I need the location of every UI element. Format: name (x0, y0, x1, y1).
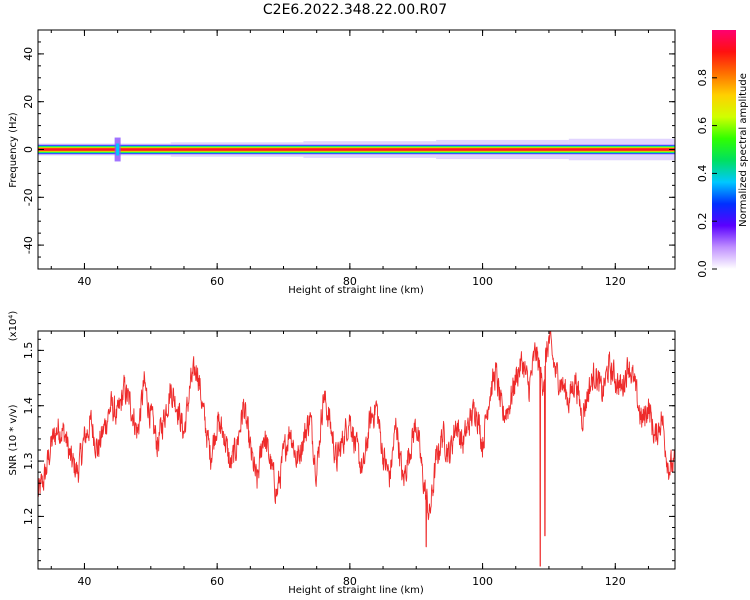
colorbar-tick-label: 0.0 (696, 260, 709, 278)
colorbar-label: Normalized spectral amplitude (738, 73, 749, 227)
colorbar-tick-label: 0.2 (696, 212, 709, 230)
chart-title: C2E6.2022.348.22.00.R07 (263, 2, 447, 18)
y-tick-label: 1.5 (22, 342, 35, 360)
spectrogram-heatmap (38, 137, 675, 162)
colorbar-ticks: 0.0 0.2 0.4 0.6 0.8 (696, 69, 717, 278)
colorbar-tick-label: 0.4 (696, 165, 709, 183)
snr-panel: 40 60 80 100 120 1.2 1.3 1.4 1.5 Height of strai… (8, 311, 676, 596)
spectrogram-ticks: 40 60 80 100 120 40 20 0 -20 -40 (22, 29, 675, 288)
snr-ticks: 40 60 80 100 120 1.2 1.3 1.4 1.5 (22, 331, 675, 588)
snr-plot-area (38, 331, 675, 567)
y-tick-label: 0 (22, 146, 35, 153)
y-tick-label: 40 (22, 47, 35, 61)
spectrogram-ylabel: Frequency (Hz) (8, 112, 19, 188)
x-tick-label: 120 (605, 275, 626, 288)
x-tick-label: 80 (343, 275, 357, 288)
spectrogram-xlabel: Height of straight line (km) (288, 285, 424, 296)
x-tick-label: 120 (605, 575, 626, 588)
x-tick-label: 60 (210, 575, 224, 588)
snr-xlabel: Height of straight line (km) (288, 585, 424, 596)
y-tick-label: 1.3 (22, 452, 35, 470)
x-tick-label: 40 (77, 575, 91, 588)
x-tick-label: 60 (210, 275, 224, 288)
y-tick-label: 1.4 (22, 397, 35, 415)
x-tick-label: 100 (472, 275, 493, 288)
spectrogram-panel: 40 60 80 100 120 40 20 0 -20 -40 Height of straig… (8, 29, 676, 296)
colorbar: 0.0 0.2 0.4 0.6 0.8 Normalized spectral ampl… (696, 30, 749, 278)
y-tick-label: 1.2 (22, 508, 35, 526)
snr-series-line (38, 331, 675, 567)
snr-yscale-label: (x10⁴) (8, 311, 19, 342)
colorbar-tick-label: 0.8 (696, 69, 709, 87)
x-tick-label: 100 (472, 575, 493, 588)
snr-frame (37, 330, 676, 570)
y-tick-label: -20 (22, 188, 35, 206)
colorbar-scale (712, 30, 736, 269)
spike-core (116, 143, 120, 156)
snr-ylabel: SNR (10 * v/v) (8, 404, 19, 475)
x-tick-label: 40 (77, 275, 91, 288)
x-tick-label: 80 (343, 575, 357, 588)
colorbar-tick-label: 0.6 (696, 117, 709, 135)
y-tick-label: -40 (22, 236, 35, 254)
y-tick-label: 20 (22, 95, 35, 109)
